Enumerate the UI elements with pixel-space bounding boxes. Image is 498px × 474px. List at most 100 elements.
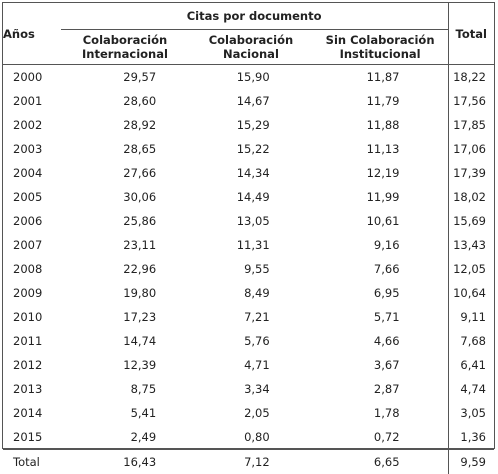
cell-total: 9,11 (448, 305, 494, 329)
cell-total-label: Total (3, 450, 61, 474)
cell-total: 4,74 (448, 377, 494, 401)
cell-sin-colaboracion: 1,78 (313, 401, 448, 425)
cell-total: 12,05 (448, 257, 494, 281)
header-nac-line2: Nacional (223, 47, 279, 61)
cell-internacional: 17,23 (61, 305, 189, 329)
cell-internacional: 23,11 (61, 233, 189, 257)
cell-total: 13,43 (448, 233, 494, 257)
cell-nacional: 7,21 (189, 305, 312, 329)
cell-sin-colaboracion: 6,95 (313, 281, 448, 305)
cell-total-total: 9,59 (448, 450, 494, 474)
header-anos: Años (3, 3, 61, 65)
cell-sin-colaboracion: 11,99 (313, 185, 448, 209)
header-total: Total (448, 3, 494, 65)
cell-nacional: 0,80 (189, 425, 312, 450)
cell-total-internacional: 16,43 (61, 450, 189, 474)
cell-year: 2012 (3, 353, 61, 377)
cell-nacional: 15,29 (189, 113, 312, 137)
cell-internacional: 30,06 (61, 185, 189, 209)
cell-year: 2015 (3, 425, 61, 450)
cell-sin-colaboracion: 11,13 (313, 137, 448, 161)
cell-nacional: 14,49 (189, 185, 312, 209)
cell-year: 2003 (3, 137, 61, 161)
cell-sin-colaboracion: 4,66 (313, 329, 448, 353)
header-nac-line1: Colaboración (209, 33, 293, 47)
cell-sin-colaboracion: 11,88 (313, 113, 448, 137)
cell-sin-colaboracion: 5,71 (313, 305, 448, 329)
cell-nacional: 5,76 (189, 329, 312, 353)
cell-sin-colaboracion: 11,79 (313, 89, 448, 113)
cell-sin-colaboracion: 11,87 (313, 65, 448, 90)
cell-nacional: 15,90 (189, 65, 312, 90)
cell-total: 17,85 (448, 113, 494, 137)
cell-sin-colaboracion: 0,72 (313, 425, 448, 450)
cell-internacional: 29,57 (61, 65, 189, 90)
cell-year: 2002 (3, 113, 61, 137)
cell-year: 2013 (3, 377, 61, 401)
cell-internacional: 25,86 (61, 209, 189, 233)
cell-total: 10,64 (448, 281, 494, 305)
cell-nacional: 14,34 (189, 161, 312, 185)
cell-internacional: 22,96 (61, 257, 189, 281)
header-sin-colaboracion-institucional: Sin Colaboración Institucional (313, 30, 448, 65)
cell-internacional: 14,74 (61, 329, 189, 353)
citations-table: Años Citas por documento Total Colaborac… (2, 2, 495, 449)
table-row-total: Total 16,43 7,12 6,65 9,59 (3, 450, 494, 474)
cell-internacional: 28,92 (61, 113, 189, 137)
cell-total: 1,36 (448, 425, 494, 450)
cell-year: 2009 (3, 281, 61, 305)
cell-year: 2000 (3, 65, 61, 90)
cell-total: 18,22 (448, 65, 494, 90)
cell-year: 2005 (3, 185, 61, 209)
header-sin-line2: Institucional (340, 47, 421, 61)
cell-internacional: 19,80 (61, 281, 189, 305)
cell-sin-colaboracion: 10,61 (313, 209, 448, 233)
cell-total-nacional: 7,12 (189, 450, 312, 474)
cell-internacional: 12,39 (61, 353, 189, 377)
header-sin-line1: Sin Colaboración (326, 33, 435, 47)
header-colaboracion-internacional: Colaboración Internacional (61, 30, 189, 65)
cell-total: 15,69 (448, 209, 494, 233)
cell-year: 2004 (3, 161, 61, 185)
cell-total-sin-colaboracion: 6,65 (313, 450, 448, 474)
data-table: Años Citas por documento Total Colaborac… (3, 3, 494, 474)
cell-nacional: 9,55 (189, 257, 312, 281)
cell-year: 2001 (3, 89, 61, 113)
header-int-line1: Colaboración (83, 33, 167, 47)
cell-sin-colaboracion: 3,67 (313, 353, 448, 377)
header-citas-por-documento: Citas por documento (61, 3, 448, 30)
cell-nacional: 2,05 (189, 401, 312, 425)
header-row-group: Años Citas por documento Total (3, 3, 494, 30)
cell-sin-colaboracion: 7,66 (313, 257, 448, 281)
cell-year: 2010 (3, 305, 61, 329)
cell-sin-colaboracion: 12,19 (313, 161, 448, 185)
cell-nacional: 13,05 (189, 209, 312, 233)
header-row-columns: Colaboración Internacional Colaboración … (3, 30, 494, 65)
cell-year: 2014 (3, 401, 61, 425)
cell-internacional: 5,41 (61, 401, 189, 425)
cell-sin-colaboracion: 2,87 (313, 377, 448, 401)
cell-internacional: 8,75 (61, 377, 189, 401)
cell-year: 2011 (3, 329, 61, 353)
cell-total: 18,02 (448, 185, 494, 209)
header-colaboracion-nacional: Colaboración Nacional (189, 30, 312, 65)
cell-year: 2008 (3, 257, 61, 281)
cell-total: 17,06 (448, 137, 494, 161)
cell-total: 3,05 (448, 401, 494, 425)
cell-year: 2007 (3, 233, 61, 257)
cell-total: 17,56 (448, 89, 494, 113)
cell-total: 17,39 (448, 161, 494, 185)
cell-internacional: 2,49 (61, 425, 189, 450)
